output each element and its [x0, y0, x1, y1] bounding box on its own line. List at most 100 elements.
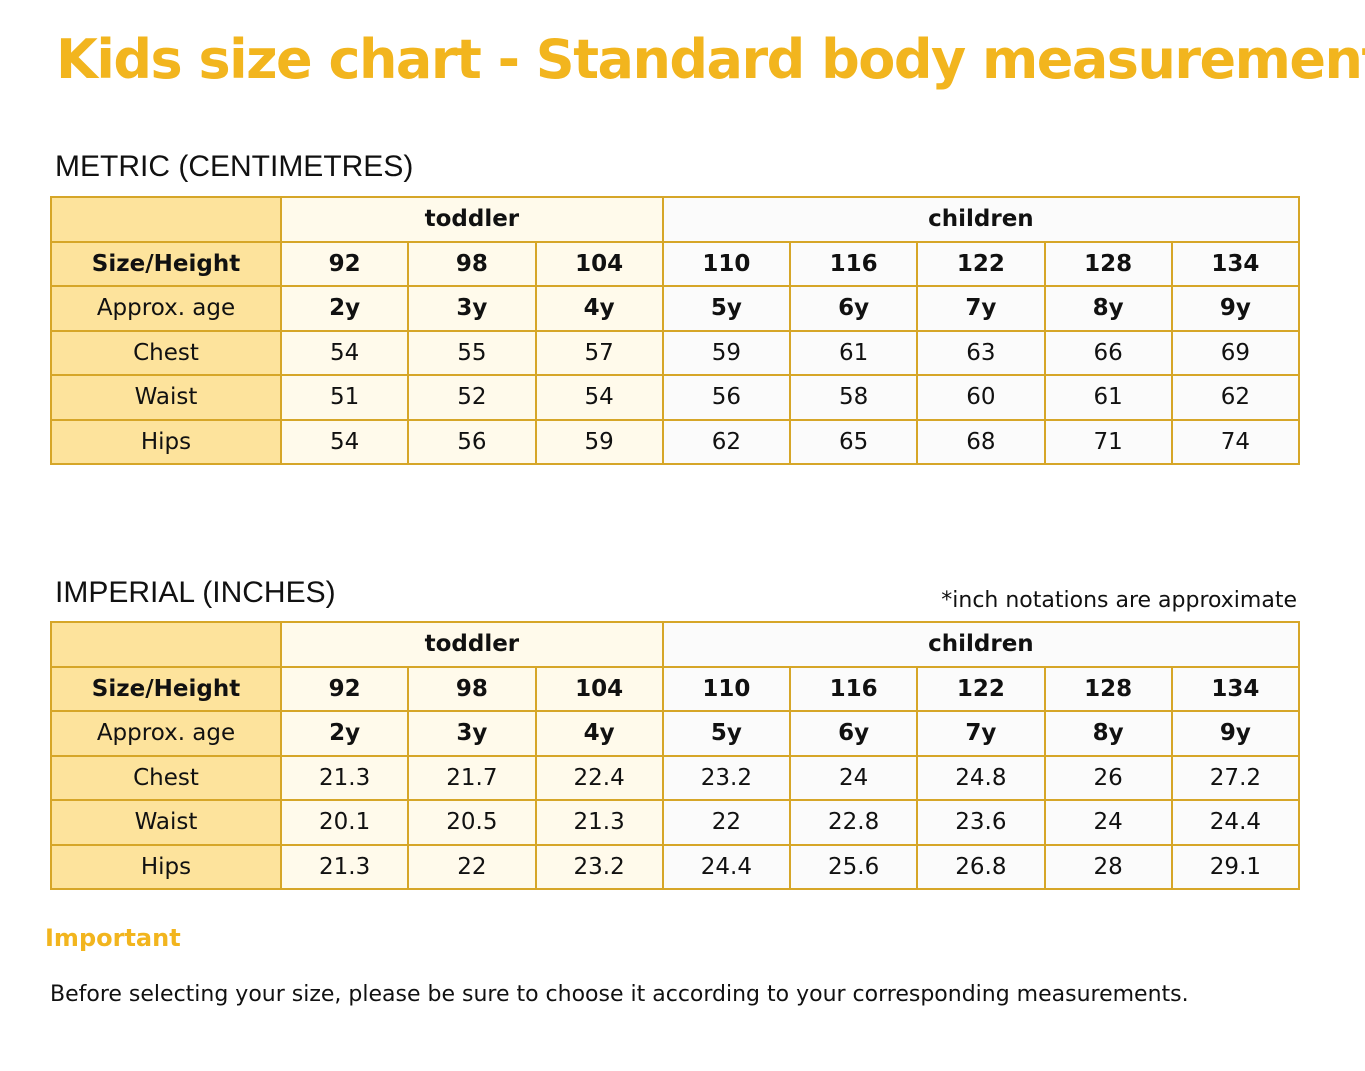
measurement-value: 61: [788, 329, 919, 376]
measurement-value: 54: [534, 374, 664, 421]
measurement-value: 62: [661, 418, 792, 465]
measurement-label: Waist: [50, 374, 282, 421]
measurement-value: 71: [1043, 418, 1173, 465]
measurement-value: 21.3: [279, 754, 410, 801]
measurement-value: 24.8: [916, 754, 1046, 801]
corner-cell: [50, 621, 282, 668]
measurement-value: 52: [407, 374, 537, 421]
measurement-value: 28: [1043, 843, 1173, 890]
age-cell: 3y: [407, 710, 537, 757]
measurement-value: 69: [1170, 329, 1301, 376]
group-header-toddler: toddler: [280, 196, 664, 243]
measurement-row: Chest 21.3 21.7 22.4 23.2 24 24.8 26 27.2: [50, 754, 1301, 801]
corner-cell: [50, 196, 282, 243]
measurement-row: Hips 21.3 22 23.2 24.4 25.6 26.8 28 29.1: [50, 843, 1301, 890]
group-header-row: toddler children: [50, 196, 1301, 243]
group-header-row: toddler children: [50, 621, 1301, 668]
measurement-value: 68: [916, 418, 1046, 465]
measurement-value: 66: [1043, 329, 1173, 376]
measurement-value: 20.5: [407, 799, 537, 846]
group-header-children: children: [661, 196, 1301, 243]
age-row: Approx. age 2y 3y 4y 5y 6y 7y 8y 9y: [50, 285, 1301, 332]
group-header-children: children: [661, 621, 1301, 668]
size-cell: 98: [407, 665, 537, 712]
age-cell: 4y: [534, 710, 664, 757]
measurement-value: 65: [788, 418, 919, 465]
measurement-value: 63: [916, 329, 1046, 376]
measurement-value: 21.7: [407, 754, 537, 801]
measurement-value: 54: [279, 329, 410, 376]
measurement-value: 25.6: [788, 843, 919, 890]
size-cell: 110: [661, 665, 792, 712]
size-height-label: Size/Height: [50, 240, 282, 287]
measurement-value: 58: [788, 374, 919, 421]
approximation-note: *inch notations are approximate: [941, 588, 1297, 613]
measurement-value: 21.3: [279, 843, 410, 890]
measurement-label: Hips: [50, 418, 282, 465]
measurement-value: 55: [407, 329, 537, 376]
size-cell: 116: [788, 240, 919, 287]
measurement-value: 23.6: [916, 799, 1046, 846]
age-cell: 7y: [916, 285, 1046, 332]
age-cell: 5y: [661, 710, 792, 757]
size-cell: 134: [1170, 240, 1301, 287]
page-title: Kids size chart - Standard body measurem…: [56, 28, 1365, 91]
age-cell: 9y: [1170, 710, 1301, 757]
imperial-section-label: IMPERIAL (INCHES): [55, 576, 336, 609]
important-heading: Important: [45, 924, 181, 952]
size-cell: 134: [1170, 665, 1301, 712]
age-cell: 6y: [788, 285, 919, 332]
imperial-size-table: toddler children Size/Height 92 98 104 110 116 1…: [50, 621, 1301, 890]
measurement-value: 74: [1170, 418, 1301, 465]
size-cell: 104: [534, 665, 664, 712]
measurement-value: 26.8: [916, 843, 1046, 890]
measurement-row: Hips 54 56 59 62 65 68 71 74: [50, 418, 1301, 465]
age-cell: 8y: [1043, 710, 1173, 757]
size-cell: 92: [279, 665, 410, 712]
measurement-label: Waist: [50, 799, 282, 846]
measurement-value: 24: [788, 754, 919, 801]
measurement-label: Chest: [50, 329, 282, 376]
measurement-value: 20.1: [279, 799, 410, 846]
measurement-value: 22.4: [534, 754, 664, 801]
metric-section-label: METRIC (CENTIMETRES): [55, 150, 414, 183]
size-cell: 128: [1043, 240, 1173, 287]
size-row: Size/Height 92 98 104 110 116 122 128 134: [50, 665, 1301, 712]
age-cell: 3y: [407, 285, 537, 332]
age-cell: 2y: [279, 710, 410, 757]
age-cell: 7y: [916, 710, 1046, 757]
measurement-value: 26: [1043, 754, 1173, 801]
measurement-value: 24.4: [1170, 799, 1301, 846]
measurement-label: Hips: [50, 843, 282, 890]
size-cell: 104: [534, 240, 664, 287]
measurement-value: 23.2: [534, 843, 664, 890]
age-cell: 4y: [534, 285, 664, 332]
measurement-value: 59: [661, 329, 792, 376]
group-header-toddler: toddler: [280, 621, 664, 668]
size-height-label: Size/Height: [50, 665, 282, 712]
measurement-value: 62: [1170, 374, 1301, 421]
measurement-value: 54: [279, 418, 410, 465]
measurement-label: Chest: [50, 754, 282, 801]
measurement-value: 56: [661, 374, 792, 421]
size-cell: 122: [916, 665, 1046, 712]
measurement-value: 21.3: [534, 799, 664, 846]
size-cell: 116: [788, 665, 919, 712]
measurement-value: 56: [407, 418, 537, 465]
age-cell: 2y: [279, 285, 410, 332]
measurement-row: Chest 54 55 57 59 61 63 66 69: [50, 329, 1301, 376]
age-row: Approx. age 2y 3y 4y 5y 6y 7y 8y 9y: [50, 710, 1301, 757]
measurement-row: Waist 20.1 20.5 21.3 22 22.8 23.6 24 24.4: [50, 799, 1301, 846]
measurement-value: 22: [407, 843, 537, 890]
size-cell: 122: [916, 240, 1046, 287]
approx-age-label: Approx. age: [50, 710, 282, 757]
measurement-value: 24: [1043, 799, 1173, 846]
size-row: Size/Height 92 98 104 110 116 122 128 134: [50, 240, 1301, 287]
size-cell: 98: [407, 240, 537, 287]
measurement-value: 61: [1043, 374, 1173, 421]
measurement-value: 59: [534, 418, 664, 465]
size-cell: 110: [661, 240, 792, 287]
measurement-value: 60: [916, 374, 1046, 421]
measurement-value: 27.2: [1170, 754, 1301, 801]
age-cell: 8y: [1043, 285, 1173, 332]
